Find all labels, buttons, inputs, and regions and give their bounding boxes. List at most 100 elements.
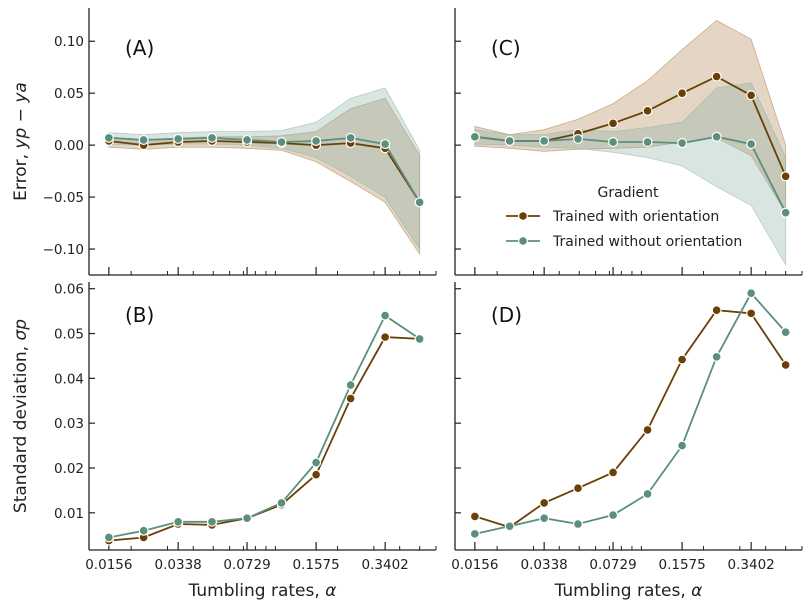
confidence-band bbox=[108, 87, 421, 251]
x-axis-title-text: Tumbling rates, bbox=[188, 581, 326, 601]
data-point bbox=[504, 135, 515, 146]
x-tick-label: 0.0338 bbox=[155, 557, 202, 573]
series-line bbox=[474, 135, 787, 214]
series-line bbox=[108, 314, 421, 539]
x-tick-label: 0.3402 bbox=[362, 557, 409, 573]
y-tick-label: −0.05 bbox=[43, 190, 84, 206]
legend-entry-label: Trained with orientation bbox=[552, 209, 719, 225]
data-point bbox=[677, 440, 688, 451]
data-point bbox=[642, 488, 653, 499]
series-line bbox=[474, 309, 787, 529]
y-axis-title-text: Error, bbox=[11, 149, 31, 201]
data-point bbox=[345, 132, 356, 143]
x-tick-label: 0.0729 bbox=[223, 557, 270, 573]
panel-label: (B) bbox=[125, 303, 154, 327]
data-point bbox=[138, 525, 149, 536]
legend-entry-label: Trained without orientation bbox=[552, 234, 742, 250]
data-point bbox=[469, 528, 480, 539]
data-point bbox=[414, 197, 425, 208]
data-point bbox=[746, 308, 757, 319]
x-tick-label: 0.0156 bbox=[85, 557, 132, 573]
data-point bbox=[345, 380, 356, 391]
data-point bbox=[206, 132, 217, 143]
data-point bbox=[608, 137, 619, 148]
data-point bbox=[276, 497, 287, 508]
data-point bbox=[608, 510, 619, 521]
data-point bbox=[572, 133, 583, 144]
data-point bbox=[539, 135, 550, 146]
data-point bbox=[677, 138, 688, 149]
x-axis-title-symbol: α bbox=[325, 581, 336, 601]
data-point bbox=[242, 134, 253, 145]
panel-d-axes bbox=[454, 282, 803, 551]
data-point bbox=[780, 327, 791, 338]
data-point bbox=[677, 354, 688, 365]
data-point bbox=[539, 497, 550, 508]
data-point bbox=[469, 511, 480, 522]
y-tick-label: −0.10 bbox=[43, 242, 84, 258]
y-tick-label: 0.05 bbox=[54, 86, 84, 102]
legend-swatch-marker bbox=[517, 211, 528, 222]
series-line bbox=[108, 140, 421, 203]
series-line bbox=[108, 136, 421, 203]
data-point bbox=[746, 90, 757, 101]
data-point bbox=[173, 133, 184, 144]
y-axis-title-symbol: yp − ya bbox=[11, 82, 31, 149]
x-tick-label: 0.0729 bbox=[589, 557, 636, 573]
y-tick-label: 0.03 bbox=[54, 416, 84, 432]
y-axis-title-symbol: σp bbox=[11, 319, 31, 341]
legend-swatch-marker bbox=[517, 236, 528, 247]
data-point bbox=[780, 207, 791, 218]
data-point bbox=[746, 288, 757, 299]
data-point bbox=[642, 105, 653, 116]
x-tick-label: 0.1575 bbox=[658, 557, 705, 573]
data-point bbox=[242, 513, 253, 524]
x-axis-title-text: Tumbling rates, bbox=[554, 581, 692, 601]
y-tick-label: 0.02 bbox=[54, 461, 84, 477]
legend: Gradient Trained with orientation Trained … bbox=[506, 185, 742, 250]
y-tick-label: 0.10 bbox=[54, 34, 84, 50]
data-point bbox=[711, 305, 722, 316]
data-point bbox=[711, 131, 722, 142]
data-point bbox=[780, 171, 791, 182]
data-point bbox=[276, 137, 287, 148]
data-point bbox=[138, 134, 149, 145]
y-axis-title: Error, yp − ya bbox=[11, 82, 31, 201]
data-point bbox=[746, 139, 757, 150]
x-tick-label: 0.3402 bbox=[728, 557, 775, 573]
y-tick-label: 0.05 bbox=[54, 327, 84, 343]
data-point bbox=[642, 137, 653, 148]
x-axis-title-symbol: α bbox=[691, 581, 702, 601]
confidence-band bbox=[108, 97, 421, 256]
y-axis-title: Standard deviation, σp bbox=[11, 319, 31, 513]
data-point bbox=[642, 424, 653, 435]
x-tick-label: 0.0338 bbox=[521, 557, 568, 573]
series-line bbox=[474, 291, 787, 535]
panel-label: (D) bbox=[491, 303, 522, 327]
data-point bbox=[380, 310, 391, 321]
data-point bbox=[311, 457, 322, 468]
panel-b-axes bbox=[88, 282, 437, 551]
data-point bbox=[206, 516, 217, 527]
data-point bbox=[711, 351, 722, 362]
data-point bbox=[711, 71, 722, 82]
panel-label: (C) bbox=[491, 36, 521, 60]
x-axis-title: Tumbling rates, α bbox=[188, 581, 337, 601]
x-tick-label: 0.1575 bbox=[292, 557, 339, 573]
data-point bbox=[572, 519, 583, 530]
data-point bbox=[780, 359, 791, 370]
series-lines-layer bbox=[103, 71, 791, 546]
data-point bbox=[539, 513, 550, 524]
x-axis-title: Tumbling rates, α bbox=[554, 581, 703, 601]
data-point bbox=[103, 532, 114, 543]
data-point bbox=[311, 135, 322, 146]
data-point bbox=[103, 132, 114, 143]
data-point bbox=[469, 131, 480, 142]
data-point bbox=[608, 118, 619, 129]
y-tick-label: 0.06 bbox=[54, 282, 84, 298]
data-point bbox=[345, 393, 356, 404]
data-point bbox=[311, 469, 322, 480]
y-axis-title-text: Standard deviation, bbox=[11, 341, 31, 514]
legend-title: Gradient bbox=[598, 185, 659, 201]
